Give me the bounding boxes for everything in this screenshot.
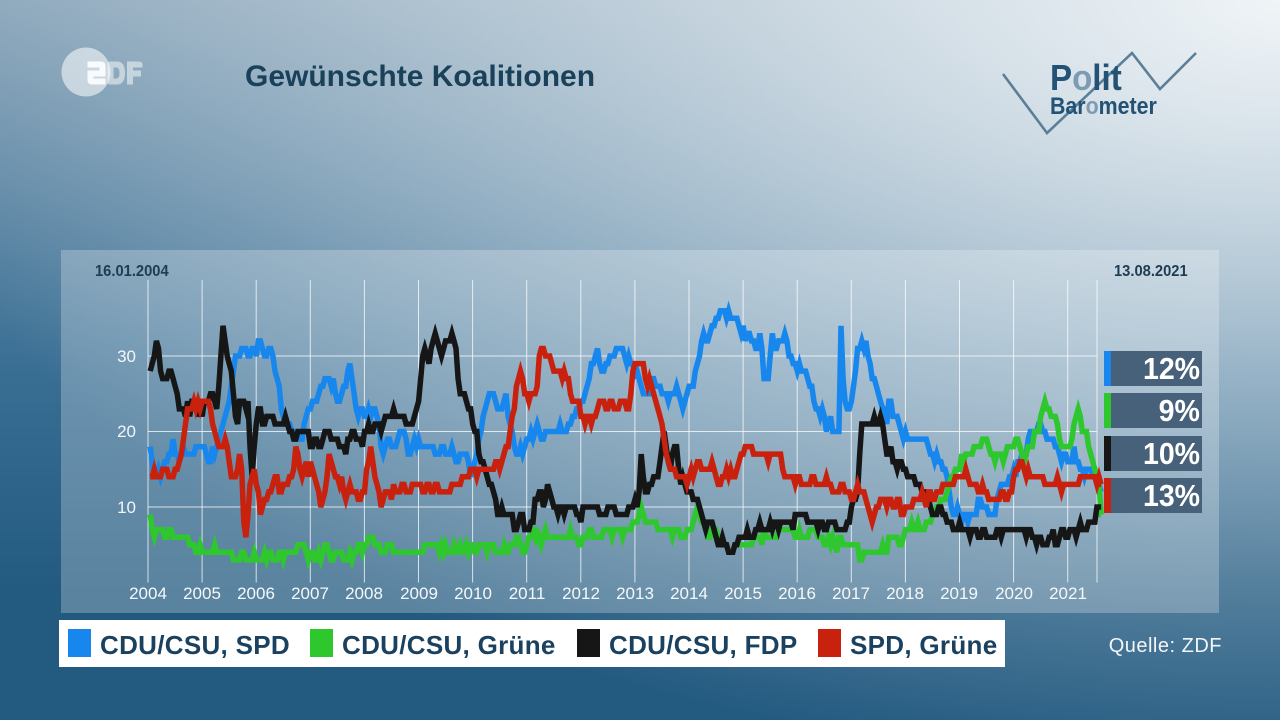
svg-text:Barometer: Barometer [1050, 92, 1157, 119]
svg-text:Polit: Polit [1050, 59, 1122, 99]
